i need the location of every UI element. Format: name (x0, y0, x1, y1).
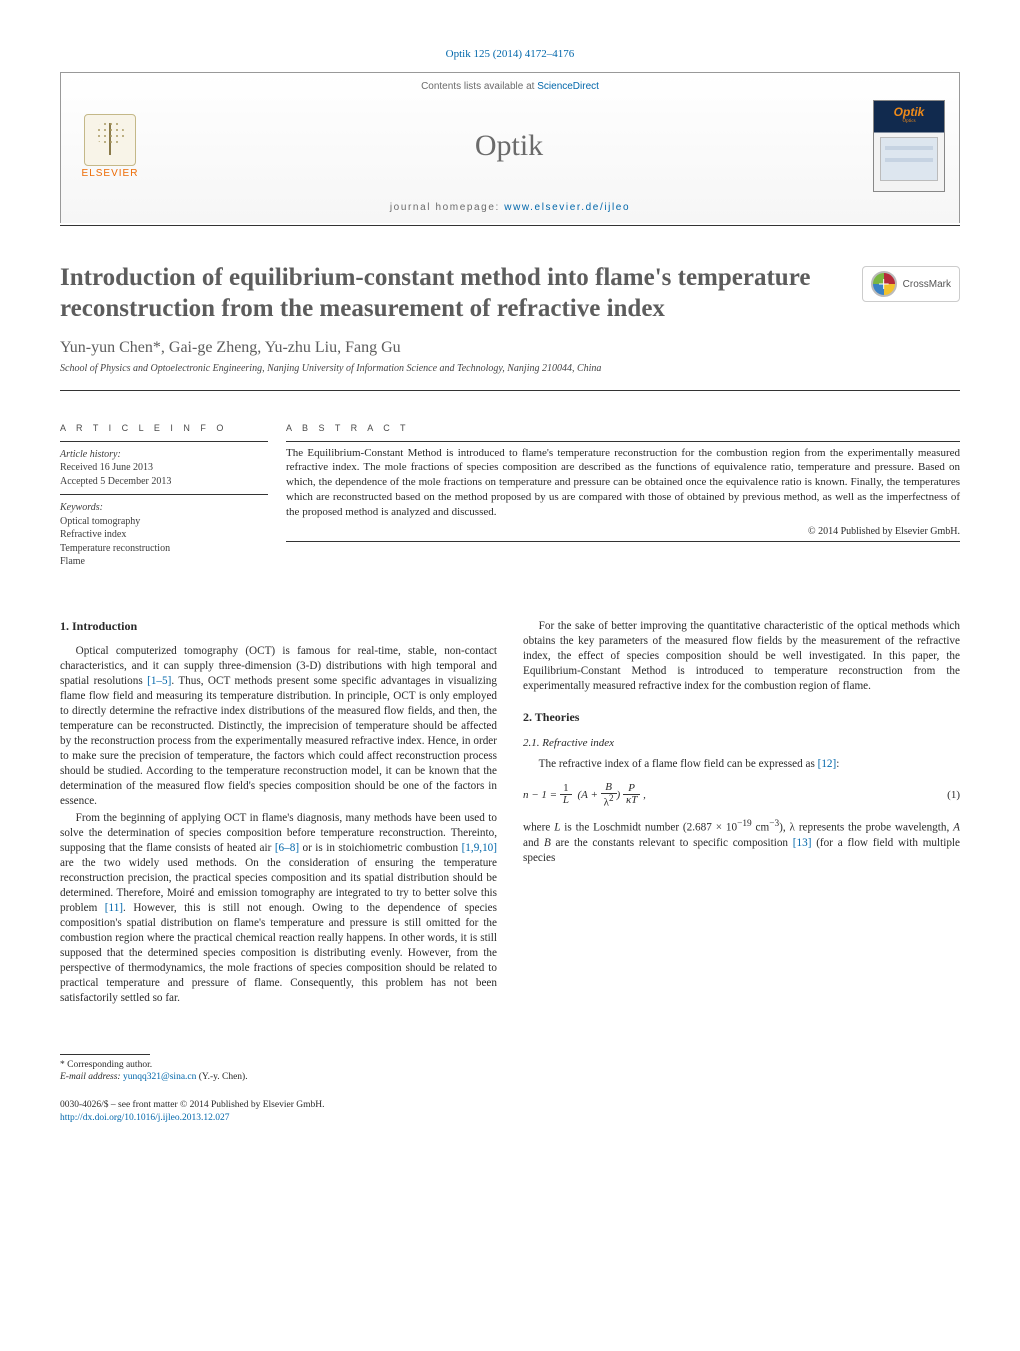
keyword: Optical tomography (60, 516, 140, 527)
corresponding-author-footnote: * Corresponding author. E-mail address: … (60, 1059, 960, 1084)
elsevier-text: ELSEVIER (82, 168, 139, 179)
keywords-block: Keywords: Optical tomography Refractive … (60, 495, 268, 575)
sup: −3 (769, 819, 779, 829)
affiliation: School of Physics and Optoelectronic Eng… (60, 363, 960, 374)
equation-number: (1) (947, 789, 960, 801)
text: : (836, 758, 839, 770)
citation-ref[interactable]: [1,9,10] (462, 842, 497, 854)
text: ), λ represents the probe wavelength, (779, 822, 953, 834)
keyword: Temperature reconstruction (60, 543, 170, 554)
citation-ref[interactable]: [12] (818, 758, 837, 770)
lists-text: Contents lists available at (421, 81, 537, 92)
text: . Thus, OCT methods present some specifi… (60, 675, 497, 807)
divider (286, 541, 960, 542)
section-heading-intro: 1. Introduction (60, 619, 497, 634)
corr-author: * Corresponding author. (60, 1059, 960, 1071)
text: or is in stoichiometric combustion (299, 842, 462, 854)
homepage-url[interactable]: www.elsevier.de/ijleo (504, 202, 630, 213)
citation-ref[interactable]: [11] (105, 902, 123, 914)
cover-sub: Optics (874, 119, 944, 124)
text: are the constants relevant to specific c… (551, 837, 793, 849)
abstract-text: The Equilibrium-Constant Method is intro… (286, 446, 960, 520)
journal-header: Contents lists available at ScienceDirec… (60, 72, 960, 223)
divider (60, 225, 960, 226)
abstract-copyright: © 2014 Published by Elsevier GmbH. (286, 526, 960, 537)
text: and (523, 837, 544, 849)
email-label: E-mail address: (60, 1072, 123, 1082)
article-history: Article history: Received 16 June 2013 A… (60, 442, 268, 495)
homepage-label: journal homepage: (390, 202, 504, 213)
lists-available: Contents lists available at ScienceDirec… (61, 73, 959, 96)
text: is the Loschmidt number (2.687 × 10 (560, 822, 737, 834)
text: where (523, 822, 554, 834)
history-title: Article history: (60, 449, 121, 460)
body-paragraph: where L is the Loschmidt number (2.687 ×… (523, 818, 960, 866)
crossmark-badge[interactable]: CrossMark (862, 266, 960, 302)
received-date: Received 16 June 2013 (60, 462, 153, 473)
body-columns: 1. Introduction Optical computerized tom… (60, 619, 960, 1006)
cover-band (880, 137, 938, 181)
email-link[interactable]: yunqq321@sina.cn (123, 1072, 196, 1082)
body-paragraph: For the sake of better improving the qua… (523, 619, 960, 694)
keyword: Refractive index (60, 529, 126, 540)
section-heading-theories: 2. Theories (523, 710, 960, 725)
issn-line: 0030-4026/$ – see front matter © 2014 Pu… (60, 1099, 960, 1111)
citation-ref[interactable]: [1–5] (147, 675, 171, 687)
body-paragraph: From the beginning of applying OCT in fl… (60, 811, 497, 1006)
citation-ref[interactable]: [13] (793, 837, 812, 849)
journal-name: Optik (475, 129, 543, 163)
sup: −19 (737, 819, 752, 829)
authors: Yun-yun Chen*, Gai-ge Zheng, Yu-zhu Liu,… (60, 339, 960, 357)
article-title: Introduction of equilibrium-constant met… (60, 262, 840, 325)
divider (60, 390, 960, 391)
citation-link[interactable]: Optik 125 (2014) 4172–4176 (60, 48, 960, 60)
divider (286, 441, 960, 442)
text: cm (752, 822, 770, 834)
elsevier-logo: ELSEVIER (75, 106, 145, 186)
equation-1: n − 1 = 1L (A + Bλ2) PκT , (1) (523, 782, 960, 809)
accepted-date: Accepted 5 December 2013 (60, 476, 171, 487)
body-paragraph: The refractive index of a flame flow fie… (523, 757, 960, 772)
text: The refractive index of a flame flow fie… (539, 758, 818, 770)
authors-text: Yun-yun Chen*, Gai-ge Zheng, Yu-zhu Liu,… (60, 339, 401, 356)
text: . However, this is still not enough. Owi… (60, 902, 497, 1004)
article-info-label: A R T I C L E I N F O (60, 423, 268, 433)
crossmark-icon (871, 271, 897, 297)
journal-homepage: journal homepage: www.elsevier.de/ijleo (61, 198, 959, 223)
equation-formula: n − 1 = 1L (A + Bλ2) PκT , (523, 782, 646, 809)
journal-cover: Optik Optics (873, 100, 945, 192)
keyword: Flame (60, 556, 85, 567)
cover-title: Optik (874, 105, 944, 119)
email-name: (Y.-y. Chen). (196, 1072, 247, 1082)
crossmark-label: CrossMark (903, 279, 951, 290)
body-paragraph: Optical computerized tomography (OCT) is… (60, 644, 497, 809)
footnote-rule (60, 1054, 150, 1055)
keywords-title: Keywords: (60, 502, 103, 513)
sciencedirect-link[interactable]: ScienceDirect (537, 81, 599, 92)
abstract-label: A B S T R A C T (286, 423, 960, 433)
citation-ref[interactable]: [6–8] (275, 842, 299, 854)
front-matter: 0030-4026/$ – see front matter © 2014 Pu… (60, 1099, 960, 1124)
elsevier-tree-icon (84, 114, 136, 166)
subsection-heading-refractive: 2.1. Refractive index (523, 737, 960, 749)
doi-link[interactable]: http://dx.doi.org/10.1016/j.ijleo.2013.1… (60, 1113, 230, 1123)
